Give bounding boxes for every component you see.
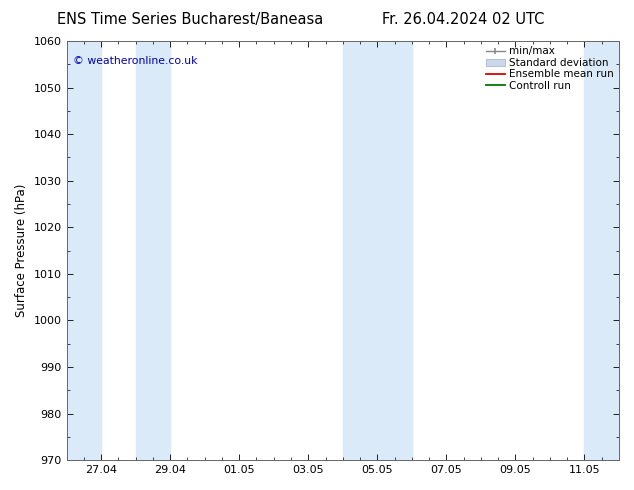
- Bar: [136, 41, 170, 460]
- Text: Fr. 26.04.2024 02 UTC: Fr. 26.04.2024 02 UTC: [382, 12, 544, 27]
- Bar: [377, 41, 412, 460]
- Y-axis label: Surface Pressure (hPa): Surface Pressure (hPa): [15, 184, 28, 318]
- Bar: [67, 41, 101, 460]
- Bar: [343, 41, 377, 460]
- Legend: min/max, Standard deviation, Ensemble mean run, Controll run: min/max, Standard deviation, Ensemble me…: [484, 44, 616, 93]
- Text: ENS Time Series Bucharest/Baneasa: ENS Time Series Bucharest/Baneasa: [57, 12, 323, 27]
- Bar: [585, 41, 619, 460]
- Text: © weatheronline.co.uk: © weatheronline.co.uk: [73, 56, 198, 66]
